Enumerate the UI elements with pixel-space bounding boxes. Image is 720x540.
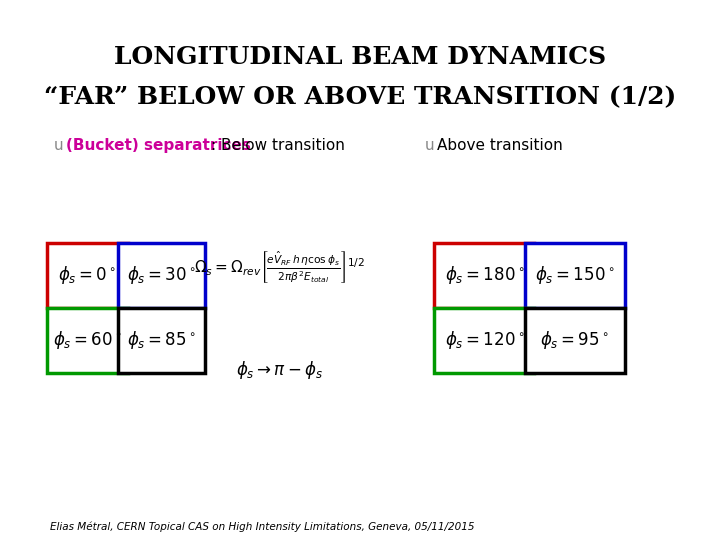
FancyBboxPatch shape — [118, 308, 205, 373]
FancyBboxPatch shape — [47, 243, 127, 308]
Text: $\phi_s = 120^\circ$: $\phi_s = 120^\circ$ — [444, 329, 524, 351]
Text: : Below transition: : Below transition — [212, 138, 346, 153]
Text: $\Omega_s = \Omega_{rev}\left[\frac{e\hat{V}_{RF}\,h\,\eta\cos\phi_s}{2\pi\beta^: $\Omega_s = \Omega_{rev}\left[\frac{e\ha… — [194, 249, 365, 285]
FancyBboxPatch shape — [525, 308, 625, 373]
Text: LONGITUDINAL BEAM DYNAMICS: LONGITUDINAL BEAM DYNAMICS — [114, 45, 606, 69]
FancyBboxPatch shape — [118, 243, 205, 308]
FancyBboxPatch shape — [525, 243, 625, 308]
Text: $\phi_s = 0^\circ$: $\phi_s = 0^\circ$ — [58, 265, 117, 286]
Text: $\phi_s = 95^\circ$: $\phi_s = 95^\circ$ — [540, 329, 609, 351]
Text: u: u — [425, 138, 434, 153]
Text: Above transition: Above transition — [438, 138, 563, 153]
Text: Elias Métral, CERN Topical CAS on High Intensity Limitations, Geneva, 05/11/2015: Elias Métral, CERN Topical CAS on High I… — [50, 521, 474, 532]
FancyBboxPatch shape — [434, 308, 534, 373]
Text: u: u — [53, 138, 63, 153]
FancyBboxPatch shape — [434, 243, 534, 308]
Text: $\phi_s = 180^\circ$: $\phi_s = 180^\circ$ — [444, 265, 524, 286]
Text: “FAR” BELOW OR ABOVE TRANSITION (1/2): “FAR” BELOW OR ABOVE TRANSITION (1/2) — [44, 85, 676, 109]
Text: $\phi_s = 60^\circ$: $\phi_s = 60^\circ$ — [53, 329, 122, 351]
FancyBboxPatch shape — [47, 308, 127, 373]
Text: $\phi_s = 85^\circ$: $\phi_s = 85^\circ$ — [127, 329, 196, 351]
Text: $\phi_s \rightarrow \pi - \phi_s$: $\phi_s \rightarrow \pi - \phi_s$ — [235, 359, 323, 381]
Text: (Bucket) separatrices: (Bucket) separatrices — [66, 138, 251, 153]
Text: $\phi_s = 150^\circ$: $\phi_s = 150^\circ$ — [535, 265, 614, 286]
Text: $\phi_s = 30^\circ$: $\phi_s = 30^\circ$ — [127, 265, 196, 286]
